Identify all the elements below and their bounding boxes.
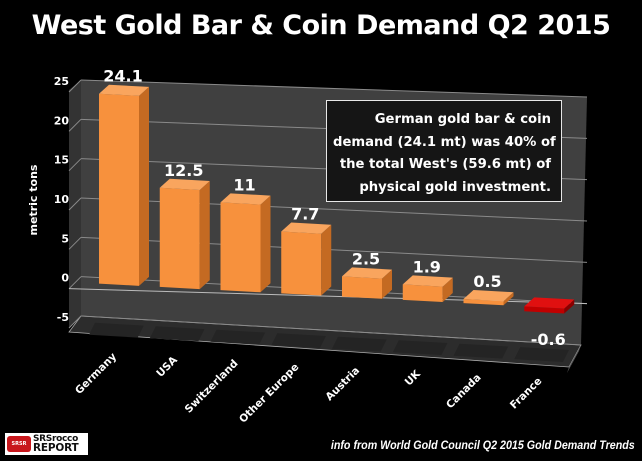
data-label: -0.6	[531, 330, 566, 349]
gridline-side	[68, 276, 82, 290]
bar-top	[342, 267, 392, 279]
gridline-side	[68, 79, 82, 93]
annotation-line: physical gold investment.	[359, 179, 551, 195]
bar-top	[220, 193, 271, 205]
bar-side	[260, 195, 271, 293]
y-tick-label: 10	[54, 193, 70, 206]
x-tick-label: Other Europe	[237, 361, 301, 425]
bar-top	[463, 289, 514, 302]
floor-tile	[210, 329, 266, 345]
x-tick-label: UK	[403, 367, 424, 388]
bar-top	[281, 222, 332, 234]
x-tick-label: Canada	[444, 372, 484, 412]
bar-top	[524, 297, 575, 309]
floor-tile	[89, 322, 144, 338]
bar-front	[524, 306, 565, 314]
annotation-line: demand (24.1 mt) was 40% of	[333, 134, 556, 150]
y-tick-label: 15	[54, 154, 69, 167]
bar-side	[321, 224, 332, 296]
bar-front	[220, 202, 261, 293]
bar-front	[159, 187, 200, 290]
bar-front	[463, 298, 504, 306]
bar-front	[99, 93, 139, 286]
floor-tile	[453, 343, 509, 359]
y-tick-label: 5	[61, 232, 69, 245]
bar-side	[503, 292, 514, 306]
bar-front	[342, 276, 382, 299]
y-tick-label: -5	[57, 311, 69, 324]
chart-title: West Gold Bar & Coin Demand Q2 2015	[31, 10, 611, 41]
gridline	[80, 79, 588, 98]
gridline-side	[68, 315, 82, 329]
data-label: 2.5	[352, 249, 380, 268]
data-label: 11	[233, 175, 255, 194]
annotation-line: German gold bar & coin	[374, 112, 551, 127]
bar-side	[139, 86, 149, 286]
y-axis-ticks: 25 20 15 10 5 0 -5	[54, 75, 70, 324]
floor-tile	[149, 326, 205, 342]
x-tick-label: Switzerland	[183, 358, 241, 416]
floor-tile	[332, 336, 387, 352]
srsrocco-logo: SRSR SRSrocco REPORT	[5, 433, 88, 455]
floor-tile	[514, 347, 569, 362]
x-tick-label: USA	[154, 354, 180, 380]
bar-side	[442, 277, 453, 303]
data-label: 7.7	[291, 205, 319, 224]
gridline-side	[68, 158, 82, 172]
bar-top	[159, 178, 210, 190]
x-tick-label: Austria	[323, 365, 362, 404]
data-label: 1.9	[413, 257, 441, 276]
data-labels: 24.1 12.5 11 7.7 2.5 1.9 0.5 -0.6	[103, 67, 565, 350]
x-tick-label: France	[508, 375, 544, 411]
floor-tile	[392, 340, 448, 356]
bar-front	[402, 284, 443, 303]
bar-side	[199, 180, 210, 290]
annotation-line: the total West's (59.6 mt) of	[339, 157, 551, 172]
bar-top	[99, 84, 149, 96]
bar-top	[402, 275, 453, 287]
x-tick-label: Germany	[73, 351, 119, 397]
y-tick-label: 0	[61, 272, 69, 285]
floor-tile	[271, 333, 326, 349]
data-label: 24.1	[103, 67, 142, 86]
logo-badge-icon: SRSR	[7, 436, 31, 452]
logo-line2: REPORT	[33, 442, 79, 454]
bar-side	[382, 269, 392, 299]
source-note: info from World Gold Council Q2 2015 Gol…	[331, 440, 635, 452]
bars	[99, 84, 575, 314]
y-axis-title: metric tons	[27, 164, 40, 235]
annotation-box: German gold bar & coin demand (24.1 mt) …	[326, 100, 562, 202]
y-tick-label: 25	[54, 75, 69, 88]
floor-edge	[567, 345, 581, 373]
y-tick-label: 20	[54, 114, 70, 127]
bar-side	[564, 299, 575, 314]
logo-line1: SRSrocco	[33, 434, 78, 444]
gridline-side	[68, 118, 82, 132]
gridline-side	[68, 236, 82, 250]
data-label: 12.5	[164, 161, 203, 180]
data-label: 0.5	[473, 272, 501, 291]
gridline	[80, 315, 582, 346]
gridline-side	[68, 197, 82, 211]
bar-front	[281, 231, 322, 296]
